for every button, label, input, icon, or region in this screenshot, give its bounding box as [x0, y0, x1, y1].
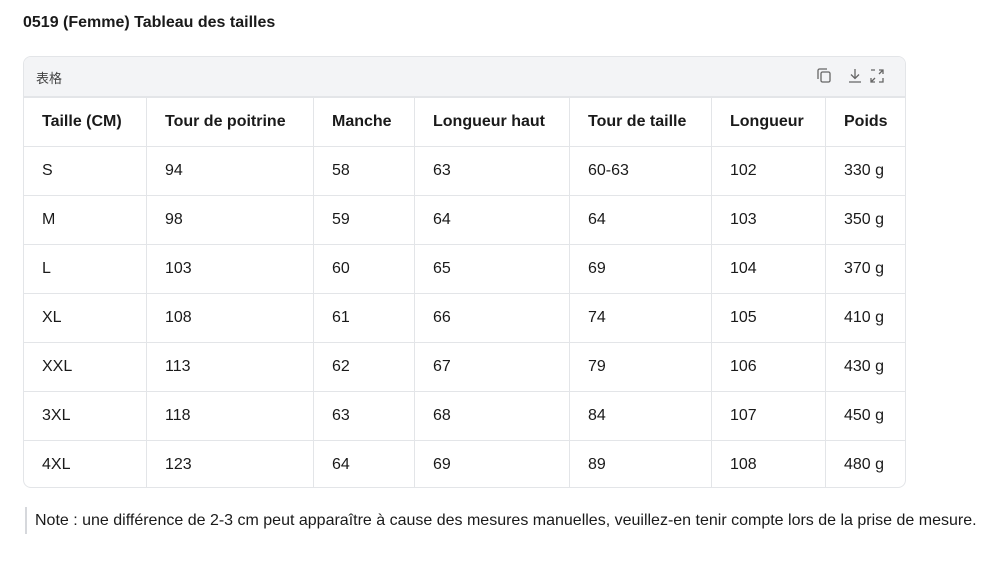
- table-body: S 94 58 63 60-63 102 330 g M 98 59 64 64 103 350 g L 10…: [24, 146, 905, 487]
- table-row: L 103 60 65 69 104 370 g: [24, 244, 905, 294]
- table-cell: 104: [711, 244, 826, 294]
- table-cell: 105: [711, 293, 826, 343]
- column-header: Poids: [825, 97, 905, 147]
- column-header: Longueur haut: [414, 97, 570, 147]
- table-row: XXL 113 62 67 79 106 430 g: [24, 342, 905, 392]
- table-cell: 84: [569, 391, 712, 441]
- table-cell: 66: [414, 293, 570, 343]
- table-cell: M: [24, 195, 147, 245]
- table-cell: 61: [313, 293, 415, 343]
- table-cell: 108: [146, 293, 314, 343]
- table-cell: 64: [414, 195, 570, 245]
- table-cell: 102: [711, 146, 826, 196]
- table-cell: 69: [414, 440, 570, 487]
- table-cell: 330 g: [825, 146, 905, 196]
- table-cell: 4XL: [24, 440, 147, 487]
- table-cell: 62: [313, 342, 415, 392]
- table-cell: XL: [24, 293, 147, 343]
- table-cell: XXL: [24, 342, 147, 392]
- table-cell: 350 g: [825, 195, 905, 245]
- table-cell: 123: [146, 440, 314, 487]
- table-label: 表格: [36, 71, 63, 86]
- table-toolbar: 表格: [24, 57, 905, 97]
- table-cell: 79: [569, 342, 712, 392]
- table-cell: 64: [313, 440, 415, 487]
- table-cell: 89: [569, 440, 712, 487]
- table-cell: 74: [569, 293, 712, 343]
- toolbar-icons: [817, 68, 884, 83]
- table-row: XL 108 61 66 74 105 410 g: [24, 293, 905, 343]
- table-cell: 94: [146, 146, 314, 196]
- table-cell: 107: [711, 391, 826, 441]
- table-cell: 63: [414, 146, 570, 196]
- table-cell: 60-63: [569, 146, 712, 196]
- table-cell: 64: [569, 195, 712, 245]
- table-card: 表格 Taille (CM) Tour de poitrine Manche Long…: [23, 56, 906, 488]
- table-cell: 68: [414, 391, 570, 441]
- table-cell: 103: [146, 244, 314, 294]
- table-cell: 450 g: [825, 391, 905, 441]
- download-icon[interactable]: [849, 69, 861, 83]
- table-row: 3XL 118 63 68 84 107 450 g: [24, 391, 905, 441]
- header-row: Taille (CM) Tour de poitrine Manche Longueu…: [24, 97, 905, 147]
- table-cell: 60: [313, 244, 415, 294]
- note: Note : une différence de 2-3 cm peut app…: [25, 507, 987, 534]
- table-cell: 3XL: [24, 391, 147, 441]
- column-header: Tour de poitrine: [146, 97, 314, 147]
- table-cell: 106: [711, 342, 826, 392]
- table-cell: 59: [313, 195, 415, 245]
- size-table: Taille (CM) Tour de poitrine Manche Longueu…: [24, 97, 905, 487]
- column-header: Tour de taille: [569, 97, 712, 147]
- table-cell: 63: [313, 391, 415, 441]
- column-header: Manche: [313, 97, 415, 147]
- column-header: Longueur: [711, 97, 826, 147]
- table-cell: 410 g: [825, 293, 905, 343]
- table-cell: 370 g: [825, 244, 905, 294]
- title: 0519 (Femme) Tableau des tailles: [23, 14, 276, 31]
- table-cell: 430 g: [825, 342, 905, 392]
- table-cell: 98: [146, 195, 314, 245]
- table-cell: 58: [313, 146, 415, 196]
- table-cell: 67: [414, 342, 570, 392]
- table-row: M 98 59 64 64 103 350 g: [24, 195, 905, 245]
- table-cell: 113: [146, 342, 314, 392]
- column-header: Taille (CM): [24, 97, 147, 147]
- copy-icon[interactable]: [817, 68, 831, 83]
- table-cell: 108: [711, 440, 826, 487]
- table-cell: 480 g: [825, 440, 905, 487]
- table-row: S 94 58 63 60-63 102 330 g: [24, 146, 905, 196]
- table-cell: 65: [414, 244, 570, 294]
- expand-icon[interactable]: [870, 69, 884, 83]
- table-cell: 118: [146, 391, 314, 441]
- table-cell: 69: [569, 244, 712, 294]
- table-cell: L: [24, 244, 147, 294]
- table-cell: 103: [711, 195, 826, 245]
- table-cell: S: [24, 146, 147, 196]
- table-row: 4XL 123 64 69 89 108 480 g: [24, 440, 905, 487]
